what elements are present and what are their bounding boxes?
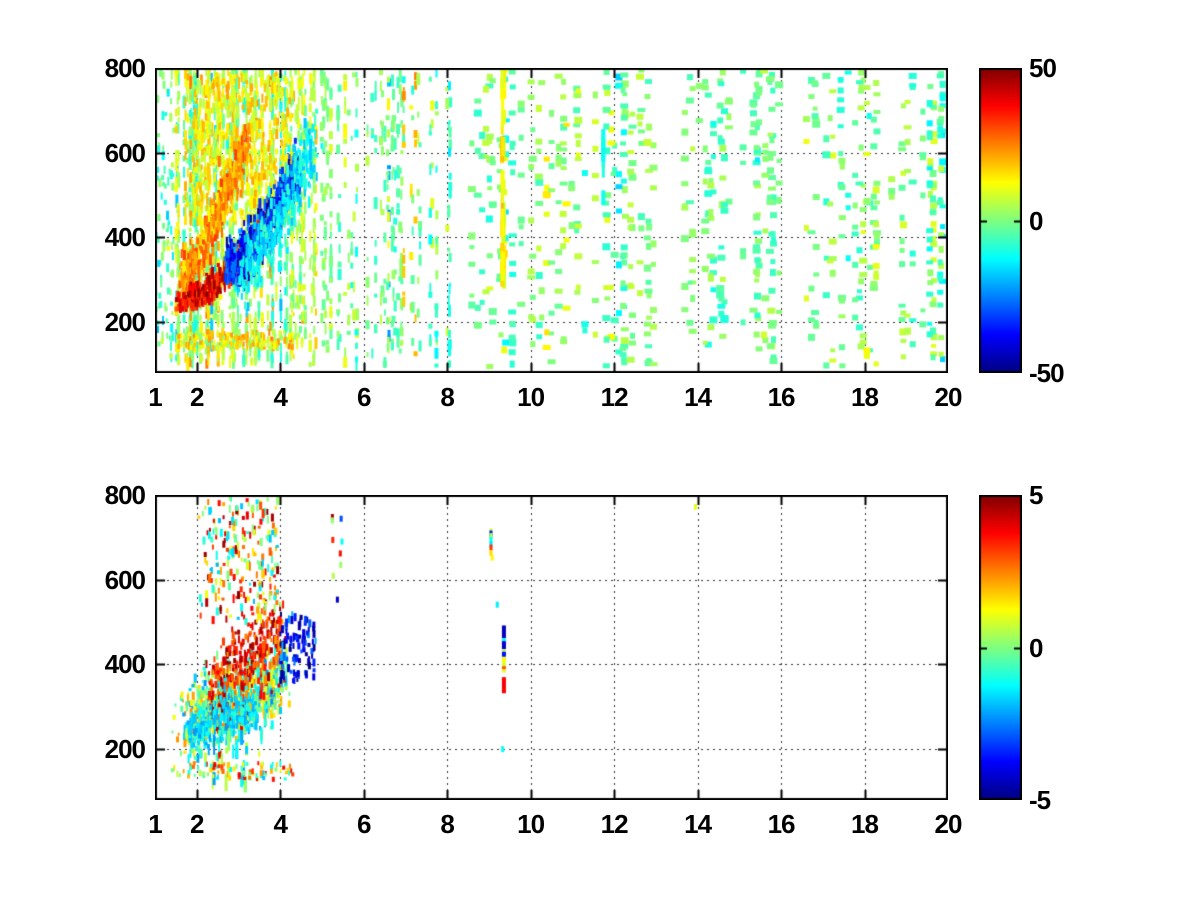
x-tick-label: 16 (767, 809, 796, 839)
x-tick-label: 16 (767, 382, 796, 412)
x-tick-label: 8 (440, 382, 454, 412)
x-tick-label: 20 (934, 809, 963, 839)
x-tick-label: 14 (684, 809, 712, 839)
bottom-colorbar-canvas (979, 495, 1022, 800)
x-tick-label: 2 (190, 382, 204, 412)
y-tick-label: 800 (104, 480, 146, 510)
y-tick-label: 400 (104, 222, 146, 253)
x-tick-label: 1 (148, 809, 162, 839)
x-tick-label: 18 (851, 382, 879, 412)
top-colorbar-canvas (979, 68, 1022, 373)
top-plot-canvas (155, 68, 948, 373)
x-tick-label: 6 (356, 809, 371, 839)
y-tick-label: 200 (104, 307, 146, 338)
x-tick-label: 10 (517, 809, 545, 839)
y-tick-label: 600 (104, 137, 146, 168)
y-tick-label: 200 (104, 734, 146, 765)
colorbar-tick-label: 0 (1029, 632, 1043, 663)
colorbar-tick-label: 50 (1029, 53, 1057, 83)
x-tick-label: 18 (851, 809, 879, 839)
x-tick-label: 4 (273, 809, 287, 839)
bottom-plot-canvas (155, 495, 948, 800)
y-tick-label: 400 (104, 649, 146, 680)
colorbar-tick-label: -5 (1029, 785, 1051, 815)
y-tick-label: 800 (104, 53, 146, 83)
colorbar-tick-label: -50 (1029, 358, 1065, 388)
x-tick-label: 12 (600, 382, 629, 412)
y-tick-label: 600 (104, 564, 146, 595)
colorbar-tick-label: 5 (1029, 480, 1043, 510)
x-tick-label: 8 (440, 809, 454, 839)
bottom-heatmap-plot (155, 495, 948, 800)
bottom-colorbar (979, 495, 1022, 800)
x-tick-label: 10 (517, 382, 545, 412)
x-tick-label: 20 (934, 382, 963, 412)
x-tick-label: 6 (356, 382, 371, 412)
top-colorbar (979, 68, 1022, 373)
x-tick-label: 12 (600, 809, 629, 839)
x-tick-label: 1 (148, 382, 162, 412)
top-heatmap-plot (155, 68, 948, 373)
x-tick-label: 14 (684, 382, 712, 412)
x-tick-label: 2 (190, 809, 204, 839)
colorbar-tick-label: 0 (1029, 205, 1043, 236)
x-tick-label: 4 (273, 382, 287, 412)
